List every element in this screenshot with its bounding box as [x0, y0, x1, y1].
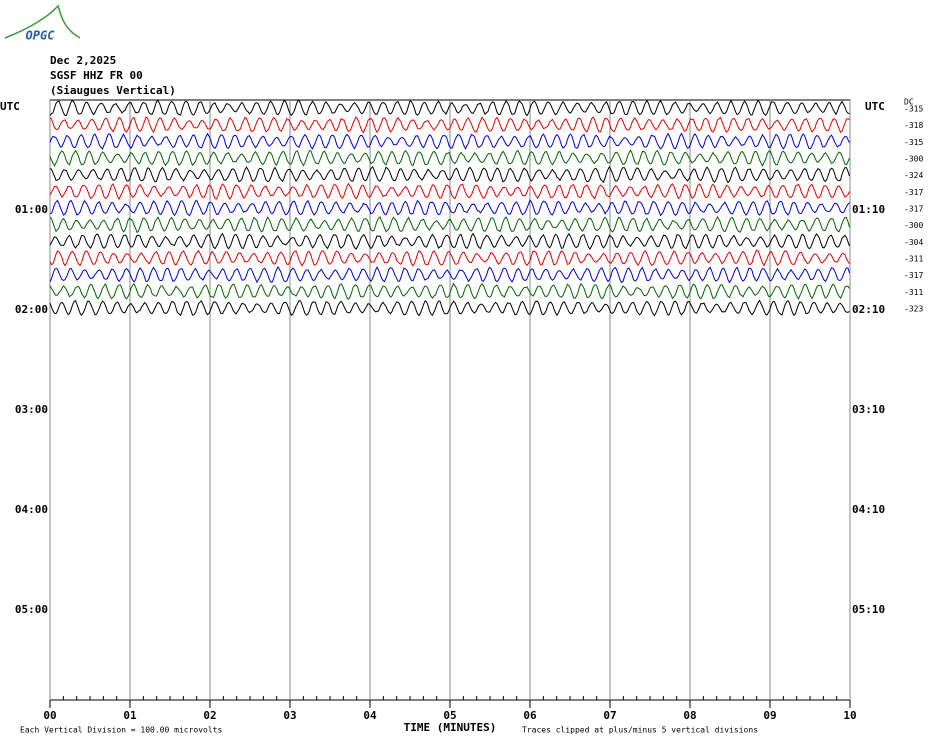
trace [49, 216, 850, 234]
footer-right: Traces clipped at plus/minus 5 vertical … [522, 726, 758, 735]
trace [49, 282, 850, 301]
dc-label: -315 [904, 105, 923, 114]
trace [49, 165, 850, 184]
dc-label: -300 [904, 221, 923, 230]
y2-tick-label: 02:10 [852, 303, 885, 316]
dc-label: -317 [904, 205, 923, 214]
x-tick-label: 05 [443, 709, 456, 722]
x-tick-label: 08 [683, 709, 696, 722]
logo: OPGC [26, 29, 56, 43]
y-tick-label: 03:00 [15, 403, 48, 416]
trace [49, 299, 850, 317]
dc-label: -324 [904, 171, 923, 180]
y-label: UTC [0, 100, 20, 113]
x-tick-label: 06 [523, 709, 537, 722]
x-label: TIME (MINUTES) [404, 721, 497, 734]
dc-label: -323 [904, 305, 923, 314]
y2-tick-label: 05:10 [852, 603, 885, 616]
dc-label: -311 [904, 255, 923, 264]
dc-label: DC [904, 98, 914, 107]
trace [49, 149, 850, 168]
title-line: Dec 2,2025 [50, 54, 116, 67]
x-tick-label: 04 [363, 709, 377, 722]
dc-label: -317 [904, 271, 923, 280]
y-tick-label: 04:00 [15, 503, 48, 516]
dc-label: -318 [904, 121, 923, 130]
title-line: SGSF HHZ FR 00 [50, 69, 143, 82]
y-tick-label: 02:00 [15, 303, 48, 316]
trace [49, 99, 850, 117]
footer-left: Each Vertical Division = 100.00 microvol… [20, 726, 222, 735]
y2-tick-label: 01:10 [852, 203, 885, 216]
dc-label: -317 [904, 188, 923, 197]
x-tick-label: 07 [603, 709, 616, 722]
x-tick-label: 00 [43, 709, 56, 722]
trace [49, 266, 850, 284]
trace [49, 116, 850, 134]
logo-arc [4, 4, 81, 39]
y2-tick-label: 03:10 [852, 403, 885, 416]
y-tick-label: 05:00 [15, 603, 48, 616]
x-tick-label: 03 [283, 709, 296, 722]
y2-tick-label: 04:10 [852, 503, 885, 516]
y2-label: UTC [865, 100, 885, 113]
dc-label: -311 [904, 288, 923, 297]
trace [49, 199, 850, 217]
x-tick-label: 02 [203, 709, 216, 722]
title-line: (Siaugues Vertical) [50, 84, 176, 97]
trace [49, 249, 850, 267]
dc-label: -300 [904, 155, 923, 164]
dc-label: -315 [904, 138, 923, 147]
trace [49, 132, 850, 150]
y-tick-label: 01:00 [15, 203, 48, 216]
trace [49, 182, 850, 201]
x-tick-label: 09 [763, 709, 776, 722]
x-tick-label: 10 [843, 709, 856, 722]
trace [49, 232, 850, 250]
x-tick-label: 01 [123, 709, 137, 722]
dc-label: -304 [904, 238, 923, 247]
